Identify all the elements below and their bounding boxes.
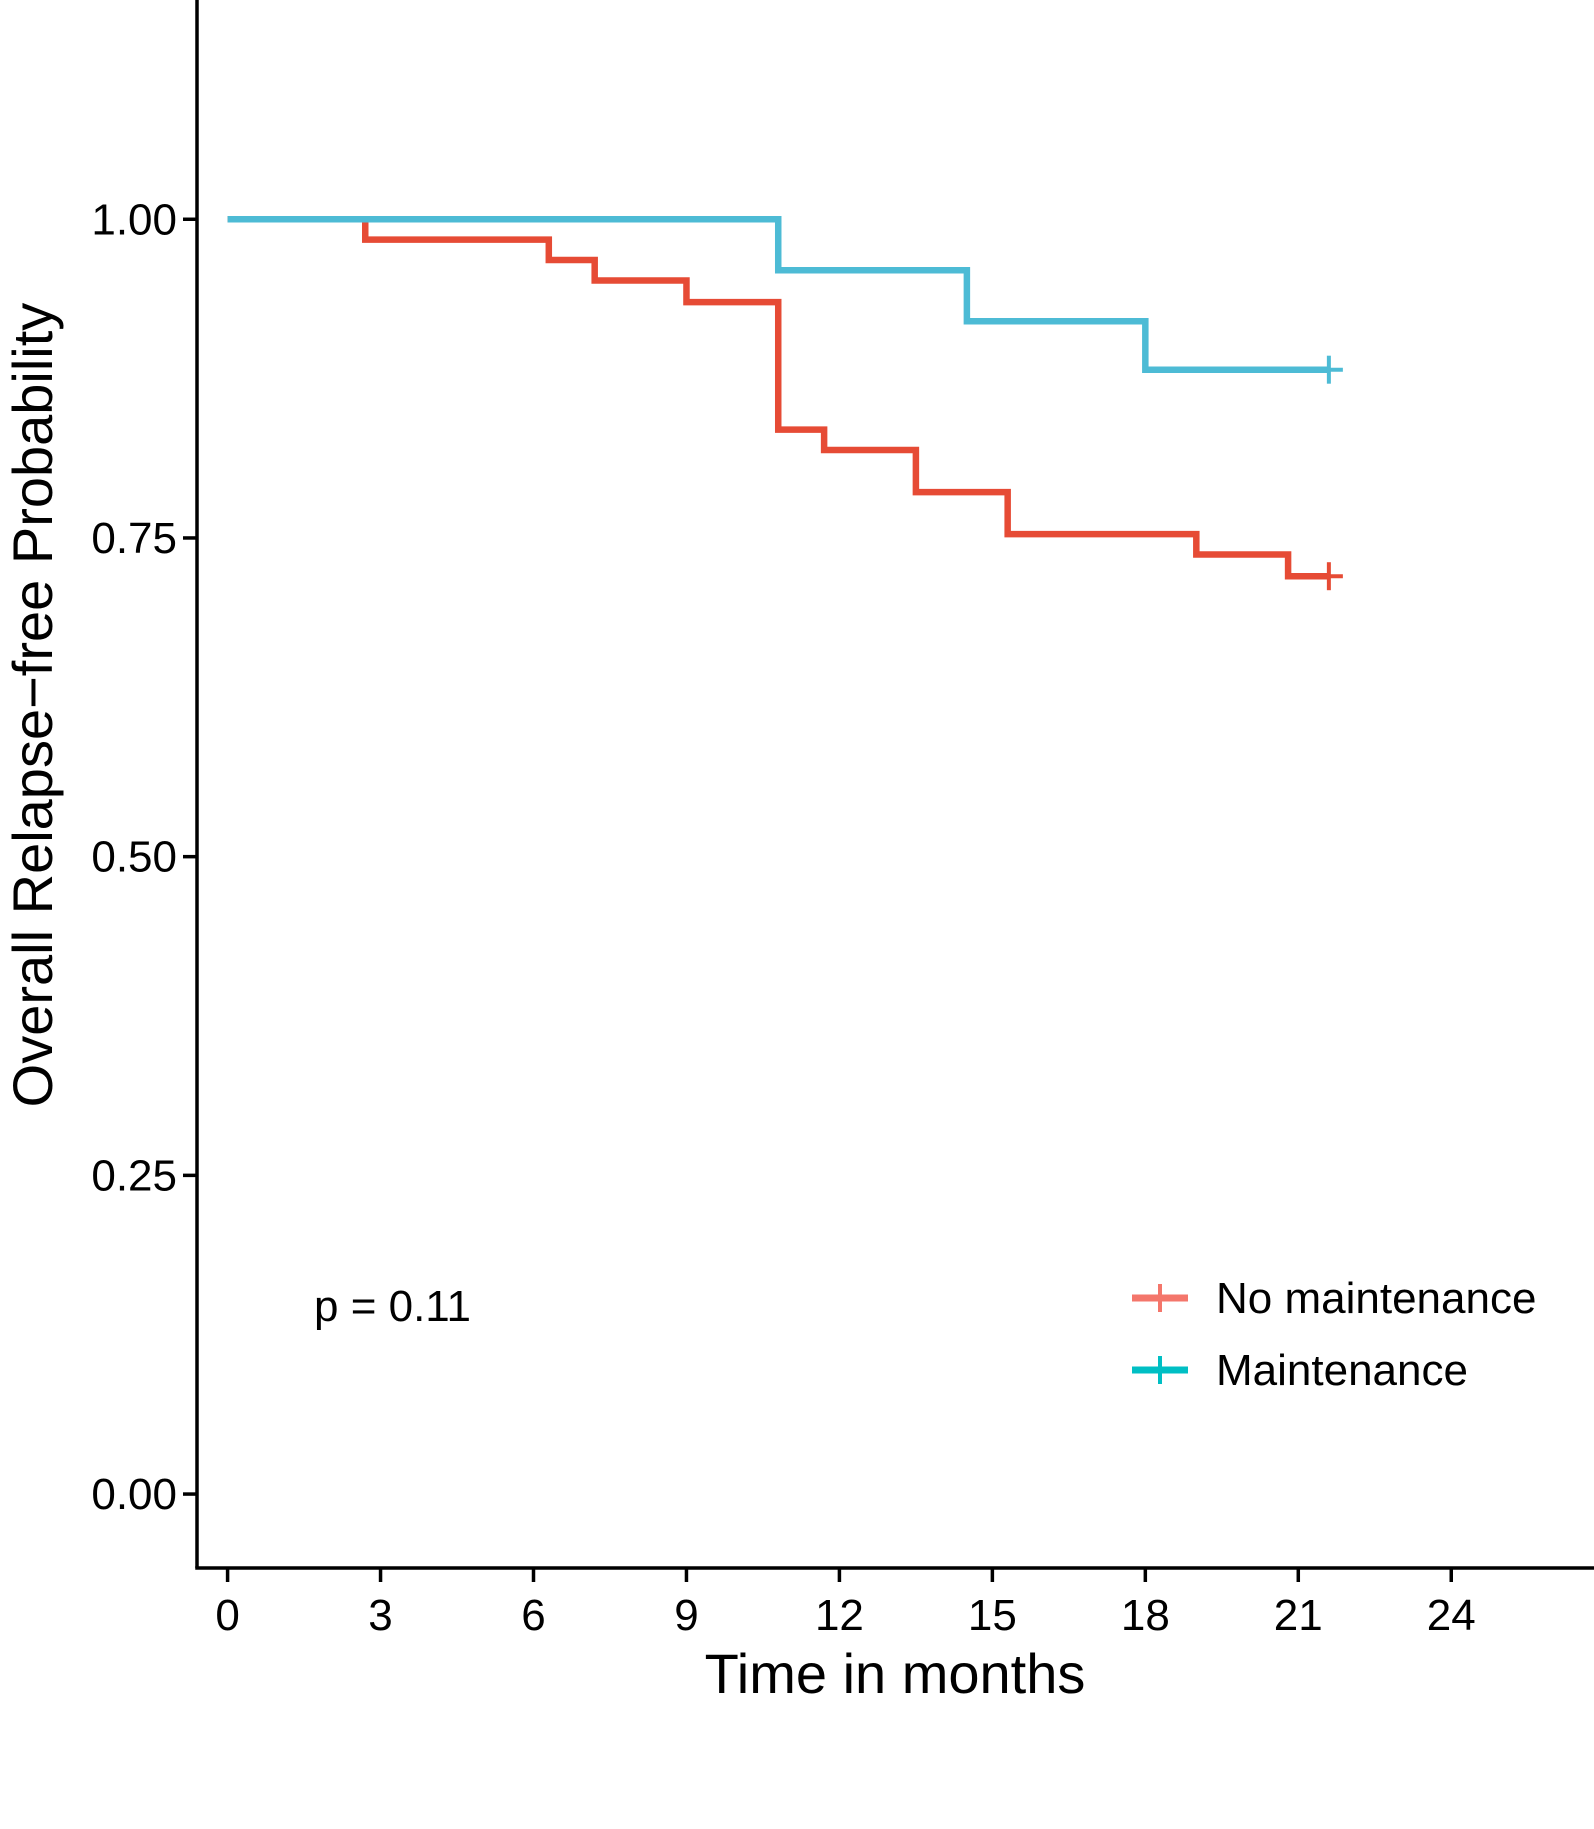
y-axis-title: Overall Relapse−free Probability — [1, 303, 64, 1108]
legend-label-maintenance: Maintenance — [1216, 1346, 1468, 1395]
x-tick-label: 9 — [674, 1591, 698, 1640]
x-tick-label: 18 — [1121, 1591, 1170, 1640]
y-tick-label: 0.75 — [91, 514, 177, 563]
legend-label-no-maintenance: No maintenance — [1216, 1274, 1536, 1323]
x-tick-label: 0 — [215, 1591, 239, 1640]
axes: 0 3 6 9 12 15 18 21 24 0.00 0.25 0.50 0.75 1.00 — [91, 0, 1594, 1640]
x-tick-label: 6 — [521, 1591, 545, 1640]
y-tick-label: 0.25 — [91, 1151, 177, 1200]
x-tick-label: 24 — [1427, 1591, 1476, 1640]
y-tick-label: 0.00 — [91, 1470, 177, 1519]
series-group — [227, 216, 1343, 591]
x-tick-label: 15 — [968, 1591, 1017, 1640]
p-value-annotation: p = 0.11 — [314, 1282, 471, 1331]
x-tick-label: 12 — [815, 1591, 864, 1640]
x-tick-label: 3 — [368, 1591, 392, 1640]
legend: No maintenance Maintenance — [1132, 1274, 1536, 1395]
x-axis-title: Time in months — [705, 1642, 1086, 1705]
series-line-no-maintenance — [227, 216, 1329, 580]
y-tick-label: 0.50 — [91, 833, 177, 882]
series-line-maintenance — [227, 216, 1329, 373]
x-tick-label: 21 — [1274, 1591, 1323, 1640]
y-tick-label: 1.00 — [91, 195, 177, 244]
